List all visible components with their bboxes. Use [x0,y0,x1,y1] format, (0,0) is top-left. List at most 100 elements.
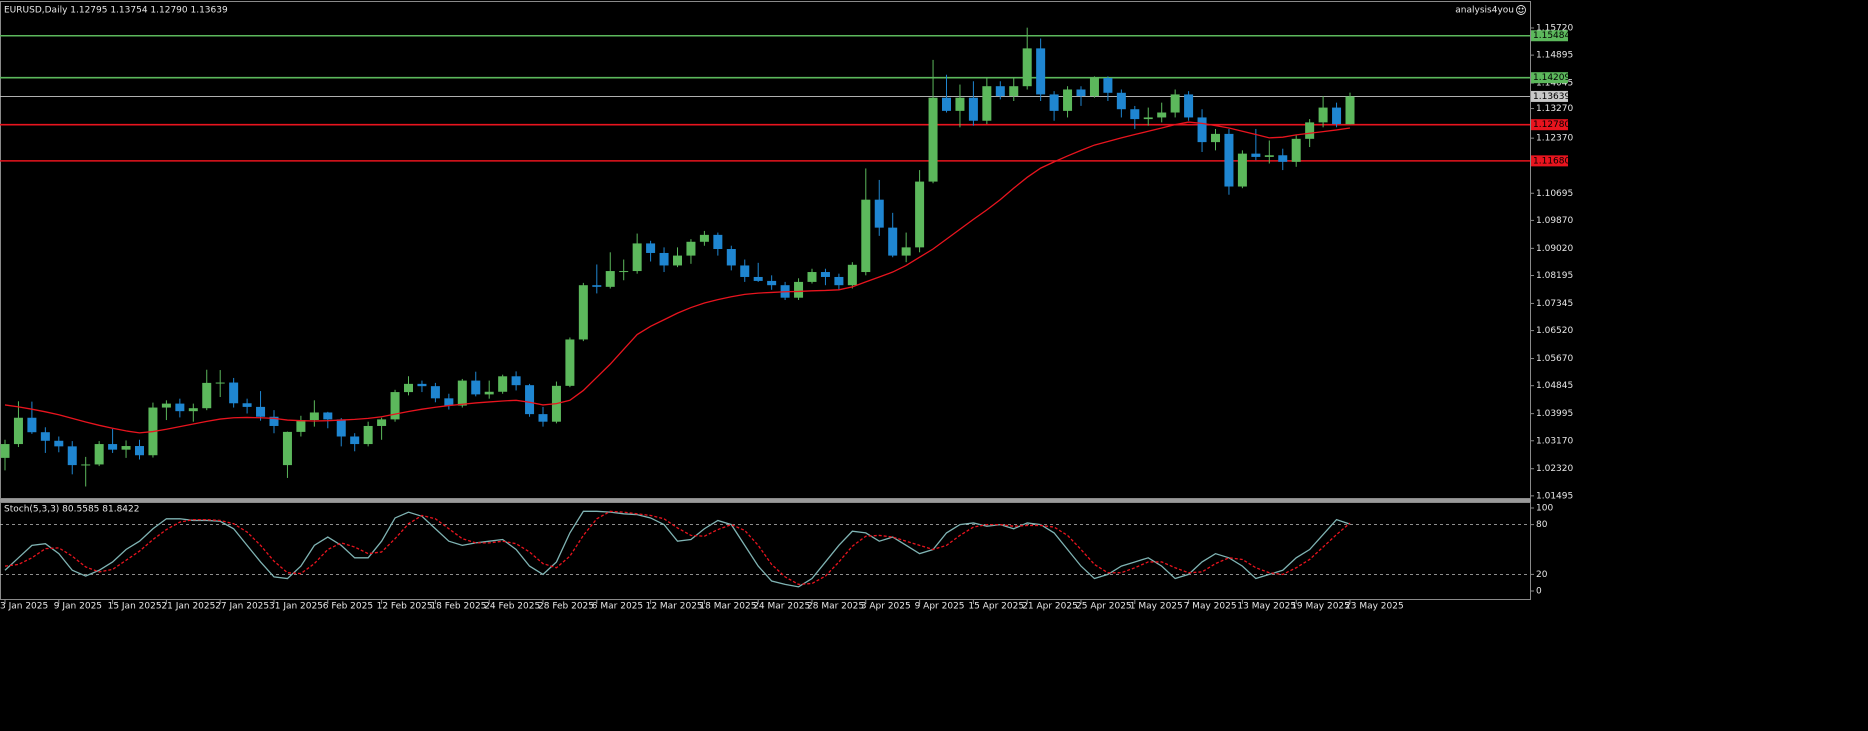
candle-body [1103,77,1113,93]
y-tick-label: 1.09020 [1536,244,1573,254]
candle-body [242,403,252,407]
candle-body [632,243,642,272]
x-tick-label: 7 May 2025 [1184,602,1237,612]
x-tick-label: 1 May 2025 [1130,602,1183,612]
candle-body [1157,112,1167,118]
candle-body [1036,48,1046,95]
x-tick-label: 12 Feb 2025 [377,602,433,612]
candle-body [699,234,709,242]
candle-body [1278,155,1288,162]
y-tick-label: 1.12370 [1536,134,1573,144]
candle-body [968,97,978,121]
x-tick-label: 28 Feb 2025 [538,602,594,612]
candle-body [511,376,521,386]
candle-body [27,417,37,433]
candle-body [1332,107,1342,125]
x-tick-label: 9 Jan 2025 [54,602,102,612]
candle-body [417,383,427,387]
candle-body [1170,94,1180,113]
candle-body [309,412,319,421]
candle-body [94,444,104,465]
axes: 1.15720 1.14895 1.14045 1.13270 1.12370 1.106… [0,23,1573,611]
y-tick-label: 1.01495 [1536,491,1573,501]
y-tick-label: 1.03170 [1536,436,1573,446]
candle-body [847,264,857,286]
x-tick-label: 21 Apr 2025 [1022,602,1078,612]
candle-body [282,431,292,466]
candle-body [336,419,346,437]
candle-body [108,444,118,450]
candle-body [673,255,682,266]
candle-body [1130,109,1140,120]
candle-body [686,241,696,256]
level-label: 1.15484 [1533,31,1570,41]
candle-body [942,97,951,111]
candle-body [390,392,400,420]
x-tick-label: 27 Jan 2025 [215,602,269,612]
x-tick-label: 15 Jan 2025 [108,602,162,612]
y-tick-label: 1.10695 [1536,189,1573,199]
x-tick-label: 3 Jan 2025 [0,602,48,612]
candle-body [888,227,898,256]
indicator-y-tick-label: 0 [1536,587,1542,597]
y-tick-label: 1.14895 [1536,51,1573,61]
candle-body [915,181,925,248]
candle-body [995,86,1005,97]
level-label-box [1531,90,1568,102]
candle-body [161,403,171,408]
candle-body [753,276,763,281]
candles [0,27,1355,487]
stochastic [0,510,1530,588]
x-tick-label: 12 Mar 2025 [646,602,703,612]
candle-body [13,417,23,445]
x-tick-label: 25 Apr 2025 [1076,602,1132,612]
candle-body [1318,107,1328,123]
candle-body [1264,155,1274,157]
candle-body [659,252,669,266]
candle-body [1251,153,1261,157]
candle-body [0,444,10,458]
x-tick-label: 24 Mar 2025 [753,602,810,612]
candle-body [1063,89,1073,111]
brand: analysis4you [1455,6,1514,16]
candle-body [471,380,481,395]
candle-body [834,276,844,286]
candle-body [121,446,131,450]
x-tick-label: 18 Feb 2025 [430,602,486,612]
candle-body [229,382,239,404]
level-label: 1.14209 [1533,73,1570,83]
main-panel-frame [0,1,1531,499]
candle-body [578,285,588,340]
candle-body [54,440,64,447]
moving-average [4,121,1351,434]
candle-body [363,425,373,445]
candle-body [404,383,413,393]
x-tick-label: 9 Apr 2025 [915,602,965,612]
candle-body [269,416,279,426]
levels [0,34,1530,162]
candle-body [67,446,77,466]
y-tick-label: 1.07345 [1536,299,1573,309]
candle-body [538,414,548,422]
candle-body [713,234,723,250]
y-tick-label: 1.14045 [1536,79,1573,89]
candle-body [1237,153,1247,187]
candle-body [726,249,736,266]
candle-body [874,199,884,228]
candle-body [982,86,992,121]
level-labels: 1.15484 1.14209 1.13639 1.12780 1.11680 [1531,30,1570,167]
candle-body [256,406,266,417]
y-tick-label: 1.02320 [1536,464,1573,474]
candle-body [1305,122,1315,139]
brand-icon [1516,5,1526,15]
candle-body [794,281,804,298]
candle-body [1224,133,1234,187]
candle-body [296,420,306,432]
candle-body [1143,117,1153,120]
level-label-box [1531,30,1568,42]
candle-body [175,403,185,412]
candle-body [457,380,467,406]
candle-body [1197,117,1207,143]
candle-body [430,386,440,399]
